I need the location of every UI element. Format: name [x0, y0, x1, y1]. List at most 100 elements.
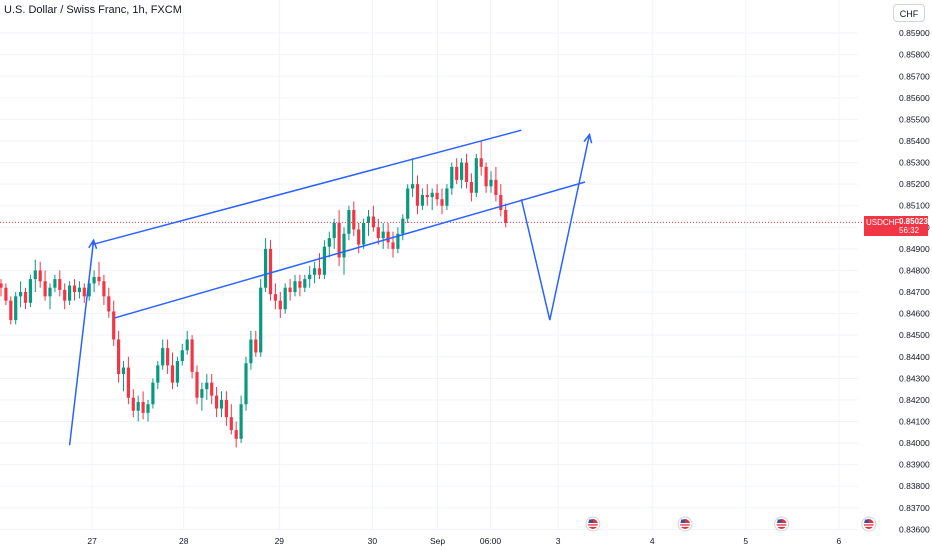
time-tick-label: Sep — [430, 536, 445, 546]
candle-body — [180, 350, 184, 362]
candle-body — [48, 287, 52, 297]
flag-stripe — [680, 523, 691, 525]
currency-button[interactable]: CHF — [893, 4, 925, 22]
price-tick-label: 0.85800 — [899, 50, 930, 60]
candle-body — [288, 287, 292, 293]
price-tick-label: 0.85300 — [899, 158, 930, 168]
price-tick-label: 0.85200 — [899, 179, 930, 189]
candle-body — [386, 231, 390, 243]
time-tick-label: 6 — [837, 536, 842, 546]
us-flag-icon — [585, 516, 601, 532]
price-tick-label: 0.85900 — [899, 28, 930, 38]
candle-body — [43, 281, 47, 297]
candle-body — [87, 283, 91, 297]
candle-body — [131, 397, 135, 411]
candle-body — [479, 158, 483, 167]
candle-body — [112, 311, 116, 340]
price-tick-label: 0.84800 — [899, 265, 930, 275]
impulse-arrow-head — [88, 238, 98, 249]
candle-body — [430, 192, 434, 198]
candle-body — [23, 292, 28, 303]
candle-body — [200, 389, 204, 398]
candle-body — [195, 371, 199, 398]
flag-canton — [864, 519, 869, 523]
chart-title: U.S. Dollar / Swiss Franc, 1h, FXCM — [4, 4, 182, 16]
candle-body — [244, 363, 248, 405]
candle-body — [92, 276, 96, 284]
price-tick-label: 0.83900 — [899, 460, 930, 470]
impulse-arrow — [68, 240, 95, 446]
candle-body — [406, 188, 410, 219]
time-tick-label: 28 — [179, 536, 189, 546]
candle-body — [136, 402, 140, 411]
price-tick-label: 0.85400 — [899, 136, 930, 146]
candle-body — [362, 222, 366, 245]
candle-body — [494, 179, 498, 195]
flag-canton — [681, 519, 686, 523]
candle-body — [352, 210, 356, 230]
candle-body — [278, 300, 282, 310]
price-tag-value: 0.85023 — [899, 217, 928, 226]
candle-body — [170, 365, 175, 383]
candle-body — [259, 287, 263, 353]
candle-body — [156, 365, 160, 383]
candle-body — [415, 184, 420, 206]
candle-body — [440, 199, 444, 206]
candle-body — [317, 268, 322, 275]
candle-body — [141, 402, 145, 413]
candle-body — [0, 283, 3, 288]
price-tick-label: 0.83600 — [899, 524, 930, 534]
price-tick-label: 0.84200 — [899, 395, 930, 405]
candle-body — [72, 285, 77, 293]
candle-body — [381, 231, 385, 239]
time-tick-label: 30 — [368, 536, 378, 546]
time-tick-label: 26 — [0, 536, 1, 546]
candle-layer — [0, 140, 508, 448]
flag-stripe — [863, 525, 874, 527]
candle-body — [38, 270, 42, 282]
us-flag-icon — [774, 516, 790, 532]
price-tick-label: 0.85500 — [899, 114, 930, 124]
candle-body — [166, 348, 170, 366]
price-tick-label: 0.84900 — [899, 244, 930, 254]
candle-body — [445, 188, 449, 206]
candle-body — [63, 289, 67, 301]
price-axis[interactable]: 0.83600 0.83700 0.83800 0.83900 0.84000 0.841… — [899, 28, 930, 534]
candle-body — [391, 242, 395, 249]
candle-body — [121, 367, 126, 375]
candle-body — [215, 395, 219, 409]
candle-body — [14, 296, 18, 321]
candle-body — [464, 162, 469, 182]
event-markers — [585, 516, 877, 532]
price-tick-label: 0.84500 — [899, 330, 930, 340]
candle-body — [303, 279, 307, 288]
price-tick-label: 0.83700 — [899, 503, 930, 513]
candle-body — [484, 166, 488, 187]
time-axis[interactable]: 26 27 28 29 30 Sep 06:00 3 4 5 6 — [0, 536, 842, 546]
candle-body — [460, 162, 464, 180]
flag-stripe — [776, 523, 787, 525]
price-tick-label: 0.83800 — [899, 481, 930, 491]
candle-body — [322, 246, 326, 275]
price-tick-label: 0.84600 — [899, 309, 930, 319]
drawing-layer[interactable] — [0, 129, 862, 446]
candle-body — [161, 348, 165, 366]
candle-body — [254, 339, 258, 353]
flag-canton — [777, 519, 782, 523]
candle-body — [97, 276, 101, 282]
projection-path — [520, 134, 591, 321]
candle-body — [411, 184, 415, 189]
candle-body — [126, 367, 130, 398]
candle-body — [28, 279, 32, 303]
projection-arrow-head — [583, 132, 593, 144]
price-tick-label: 0.85600 — [899, 93, 930, 103]
candle-body — [9, 300, 13, 321]
candle-body — [205, 382, 209, 390]
candle-body — [450, 166, 454, 189]
price-tick-label: 0.85100 — [899, 201, 930, 211]
flag-stripe — [587, 525, 598, 527]
price-tick-label: 0.84300 — [899, 373, 930, 383]
candle-body — [455, 166, 459, 180]
